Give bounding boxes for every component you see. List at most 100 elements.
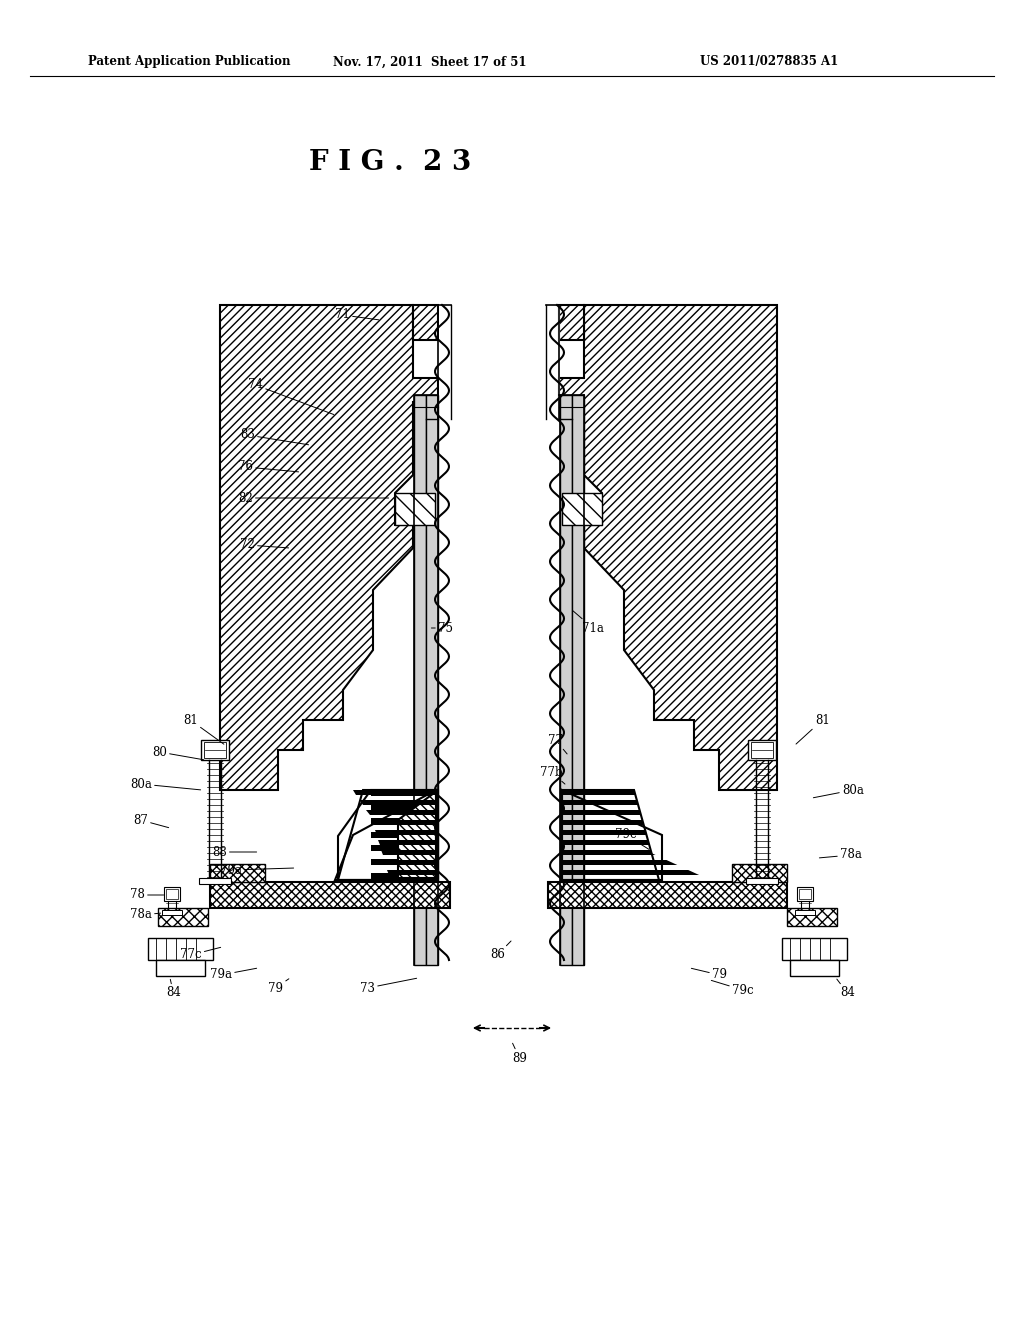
Polygon shape [375, 830, 436, 836]
Bar [558, 305, 560, 960]
Bar [162, 909, 182, 915]
Bar [548, 882, 787, 908]
Text: 89: 89 [512, 1043, 527, 1064]
Polygon shape [562, 861, 655, 865]
Bar [204, 742, 226, 758]
Text: 80: 80 [152, 746, 204, 760]
Bar [748, 741, 776, 760]
Polygon shape [371, 804, 438, 810]
Polygon shape [413, 305, 438, 341]
Bar [572, 395, 584, 965]
Bar [799, 888, 811, 899]
Polygon shape [562, 861, 677, 865]
Text: 83: 83 [240, 429, 308, 445]
Text: 79c: 79c [712, 981, 754, 997]
Bar [201, 741, 229, 760]
Polygon shape [366, 800, 436, 805]
Polygon shape [359, 800, 436, 805]
Bar [787, 908, 837, 927]
Polygon shape [399, 861, 436, 865]
Bar [156, 960, 205, 975]
Polygon shape [562, 870, 699, 875]
Bar [560, 395, 572, 965]
Polygon shape [353, 789, 436, 795]
Polygon shape [367, 810, 436, 814]
Bar [210, 865, 265, 882]
Text: 71a: 71a [573, 611, 604, 635]
Text: Patent Application Publication: Patent Application Publication [88, 55, 291, 69]
Polygon shape [562, 820, 644, 825]
Polygon shape [371, 789, 438, 796]
Text: 75: 75 [431, 622, 453, 635]
Bar [166, 888, 178, 899]
Polygon shape [380, 830, 436, 836]
Polygon shape [220, 305, 438, 789]
Polygon shape [371, 845, 438, 851]
Bar [790, 960, 839, 975]
Polygon shape [386, 840, 436, 845]
Bar [795, 909, 815, 915]
Polygon shape [381, 850, 436, 855]
Polygon shape [562, 800, 638, 805]
Polygon shape [562, 840, 634, 845]
Bar [746, 878, 778, 884]
Polygon shape [393, 850, 436, 855]
Text: F I G .  2 3: F I G . 2 3 [309, 149, 471, 176]
Bar [562, 492, 602, 525]
Text: 82: 82 [238, 491, 389, 504]
Bar [782, 939, 847, 960]
Bar [414, 395, 426, 965]
Text: 72: 72 [240, 539, 289, 552]
Text: 79a: 79a [220, 863, 294, 876]
Polygon shape [562, 870, 657, 875]
Text: 73: 73 [360, 978, 417, 994]
Polygon shape [562, 789, 636, 795]
Text: 78a: 78a [819, 849, 862, 862]
Polygon shape [407, 870, 436, 875]
Text: 77: 77 [548, 734, 567, 754]
Text: 81: 81 [796, 714, 829, 744]
Text: Nov. 17, 2011  Sheet 17 of 51: Nov. 17, 2011 Sheet 17 of 51 [333, 55, 526, 69]
Text: 77b: 77b [540, 766, 565, 784]
Text: 88: 88 [212, 846, 257, 858]
Text: 71: 71 [335, 309, 379, 322]
Text: US 2011/0278835 A1: US 2011/0278835 A1 [700, 55, 839, 69]
Bar [148, 939, 213, 960]
Text: 81: 81 [183, 714, 224, 744]
Polygon shape [398, 789, 438, 878]
Polygon shape [372, 820, 436, 825]
Polygon shape [562, 789, 612, 795]
Text: 77c: 77c [180, 948, 220, 961]
Polygon shape [369, 810, 436, 814]
Polygon shape [559, 305, 584, 341]
Polygon shape [384, 861, 436, 865]
Polygon shape [562, 850, 652, 855]
Polygon shape [562, 810, 641, 814]
Text: 78: 78 [130, 888, 164, 902]
Polygon shape [562, 800, 612, 805]
Polygon shape [562, 820, 612, 825]
Text: 79a: 79a [210, 969, 257, 982]
Polygon shape [371, 859, 438, 865]
Text: 76: 76 [238, 461, 299, 474]
Polygon shape [562, 810, 612, 814]
Text: 80a: 80a [813, 784, 864, 797]
Polygon shape [371, 817, 438, 824]
Bar [751, 742, 773, 758]
Polygon shape [562, 830, 646, 836]
Bar [797, 887, 813, 902]
Text: 79c: 79c [615, 829, 649, 849]
Text: 84: 84 [166, 979, 181, 999]
Polygon shape [371, 873, 438, 879]
Polygon shape [362, 789, 436, 795]
Text: 74: 74 [248, 379, 334, 414]
Text: 79: 79 [691, 969, 727, 982]
Bar [426, 395, 438, 965]
Polygon shape [562, 840, 649, 845]
Text: 84: 84 [837, 979, 855, 999]
Bar [732, 865, 787, 882]
Bar [164, 887, 180, 902]
Text: 79: 79 [268, 979, 289, 994]
Bar [439, 305, 441, 960]
Bar [395, 492, 435, 525]
